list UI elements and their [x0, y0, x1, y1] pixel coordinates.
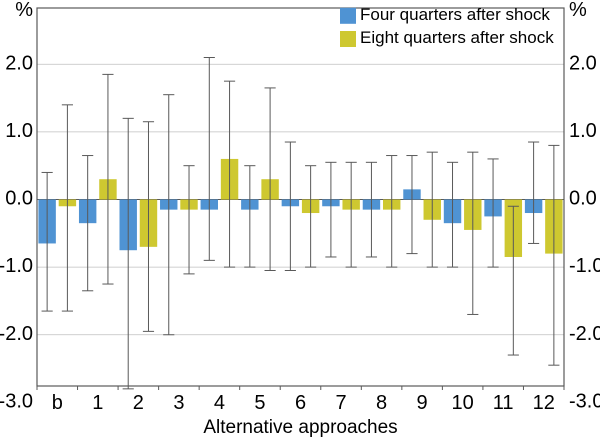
svg-text:7: 7: [335, 392, 346, 414]
svg-text:12: 12: [533, 392, 555, 414]
svg-text:11: 11: [493, 392, 514, 414]
svg-text:-2.0: -2.0: [569, 323, 600, 345]
svg-text:0.0: 0.0: [569, 188, 597, 210]
svg-text:4: 4: [214, 392, 225, 414]
svg-text:1.0: 1.0: [5, 120, 33, 142]
svg-text:5: 5: [254, 392, 265, 414]
svg-text:%: %: [569, 0, 587, 21]
svg-text:2.0: 2.0: [5, 52, 33, 74]
svg-text:1: 1: [92, 392, 103, 414]
svg-text:8: 8: [376, 392, 387, 414]
svg-text:-1.0: -1.0: [0, 255, 33, 277]
svg-text:b: b: [52, 392, 63, 414]
svg-text:10: 10: [452, 392, 474, 414]
svg-text:3: 3: [173, 392, 184, 414]
svg-text:9: 9: [417, 392, 428, 414]
svg-text:1.0: 1.0: [569, 120, 597, 142]
svg-text:2: 2: [133, 392, 144, 414]
svg-text:-3.0: -3.0: [0, 390, 33, 412]
svg-text:Four quarters after shock: Four quarters after shock: [360, 5, 550, 24]
svg-text:-1.0: -1.0: [569, 255, 600, 277]
svg-text:%: %: [15, 0, 33, 21]
svg-text:0.0: 0.0: [5, 188, 33, 210]
svg-text:-2.0: -2.0: [0, 323, 33, 345]
svg-text:Eight quarters after shock: Eight quarters after shock: [360, 28, 554, 47]
svg-text:2.0: 2.0: [569, 52, 597, 74]
svg-text:6: 6: [295, 392, 306, 414]
svg-text:-3.0: -3.0: [569, 390, 600, 412]
svg-text:Alternative approaches: Alternative approaches: [203, 417, 397, 438]
